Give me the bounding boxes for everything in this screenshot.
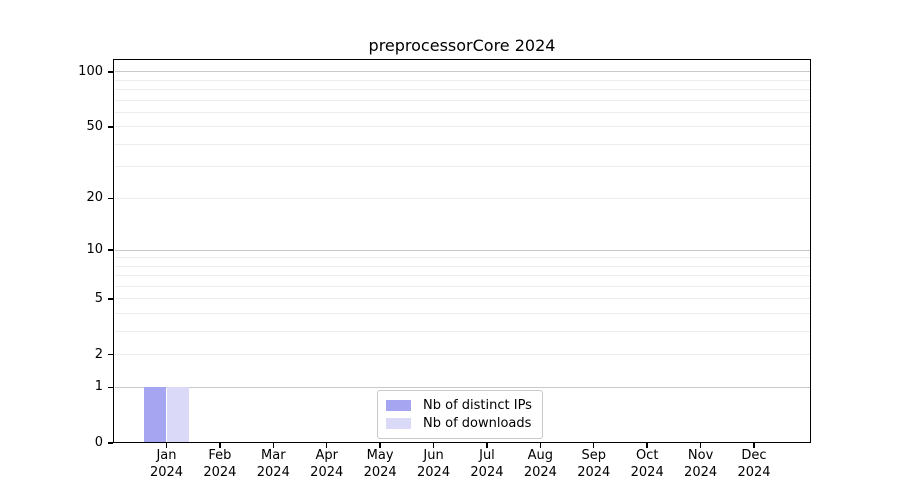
y-tick-mark	[108, 249, 113, 251]
x-tick-label: Dec 2024	[722, 448, 786, 481]
x-tick-mark	[593, 443, 595, 448]
x-tick-mark	[699, 443, 702, 448]
bar-nb-of-distinct-ips	[144, 387, 167, 442]
y-tick-label: 5	[94, 290, 103, 306]
y-tick-mark	[108, 71, 113, 73]
x-tick-year: 2024	[363, 464, 397, 480]
legend-swatch-nb-of-downloads	[386, 418, 411, 429]
y-tick-label: 50	[86, 118, 103, 134]
x-tick-year: 2024	[684, 464, 718, 480]
x-tick-mark	[432, 443, 435, 448]
x-tick-mark	[486, 443, 488, 448]
y-tick-label: 2	[94, 346, 103, 362]
y-tick-label: 1	[94, 379, 103, 395]
x-tick-mark	[379, 443, 381, 448]
gridline-minor	[115, 257, 810, 259]
gridline-minor	[115, 79, 810, 81]
y-tick-mark	[108, 353, 113, 356]
x-tick-year: 2024	[417, 464, 451, 480]
y-tick-label: 20	[86, 190, 103, 206]
x-tick-month: Dec	[741, 448, 767, 463]
gridline-minor	[115, 298, 810, 300]
gridline-minor	[115, 111, 810, 113]
x-tick-month: Apr	[315, 448, 338, 463]
x-tick-mark	[219, 443, 221, 448]
x-tick-year: 2024	[203, 464, 237, 480]
legend-swatch-nb-of-distinct-ips	[386, 400, 411, 411]
x-tick-month: Sep	[581, 448, 607, 463]
x-tick-month: Feb	[208, 448, 232, 463]
legend-row: Nb of distinct IPs	[386, 397, 532, 414]
x-tick-label: Jun 2024	[402, 448, 466, 481]
x-tick-month: Jan	[156, 448, 177, 463]
x-tick-label: Aug 2024	[508, 448, 572, 481]
x-tick-label: Feb 2024	[188, 448, 252, 481]
x-tick-month: Mar	[261, 448, 286, 463]
gridline-minor	[115, 286, 810, 288]
gridline-minor	[115, 275, 810, 277]
gridline-major	[115, 386, 810, 388]
y-tick-label: 100	[78, 63, 103, 79]
x-tick-mark	[326, 443, 328, 448]
x-tick-month: Jul	[479, 448, 495, 463]
y-tick-mark	[108, 126, 113, 128]
x-tick-mark	[165, 443, 168, 448]
x-tick-month: Nov	[687, 448, 714, 463]
y-tick-mark	[108, 386, 113, 388]
gridline-minor	[115, 265, 810, 267]
y-tick-mark	[108, 442, 113, 444]
x-tick-label: Oct 2024	[615, 448, 679, 481]
gridline-minor	[115, 143, 810, 145]
chart-title: preprocessorCore 2024	[368, 36, 556, 55]
gridline-minor	[115, 99, 810, 101]
x-tick-month: May	[366, 448, 394, 463]
plot-area-border	[113, 59, 811, 443]
x-tick-month: Oct	[635, 448, 659, 463]
x-tick-label: Sep 2024	[562, 448, 626, 481]
legend-label: Nb of distinct IPs	[423, 398, 532, 413]
x-tick-year: 2024	[149, 464, 184, 480]
x-tick-mark	[646, 443, 648, 448]
x-tick-year: 2024	[523, 464, 557, 480]
y-tick-label: 10	[86, 242, 103, 258]
x-tick-label: Apr 2024	[295, 448, 359, 481]
legend-row: Nb of downloads	[386, 415, 532, 432]
gridline-minor	[115, 331, 810, 333]
gridline-minor	[115, 89, 810, 91]
x-tick-label: Nov 2024	[669, 448, 733, 481]
bar-nb-of-downloads	[166, 387, 189, 442]
legend-label: Nb of downloads	[423, 416, 532, 431]
x-tick-year: 2024	[256, 464, 290, 480]
x-tick-year: 2024	[630, 464, 664, 480]
x-tick-label: May 2024	[348, 448, 412, 481]
x-tick-label: Jul 2024	[455, 448, 519, 481]
gridline-major	[115, 71, 810, 73]
y-tick-label: 0	[94, 435, 103, 450]
x-tick-label: Jan 2024	[135, 448, 199, 481]
gridline-minor	[115, 354, 810, 356]
gridline-minor	[115, 313, 810, 315]
x-tick-year: 2024	[737, 464, 771, 480]
x-tick-month: Jun	[423, 448, 444, 463]
y-tick-mark	[108, 298, 113, 300]
x-tick-year: 2024	[310, 464, 344, 480]
x-tick-label: Mar 2024	[241, 448, 305, 481]
x-tick-mark	[753, 443, 755, 448]
x-tick-mark	[539, 443, 542, 448]
x-tick-mark	[272, 443, 274, 448]
x-tick-year: 2024	[470, 464, 504, 480]
y-tick-mark	[108, 197, 113, 199]
gridline-major	[115, 249, 810, 251]
gridline-minor	[115, 166, 810, 168]
x-tick-year: 2024	[577, 464, 611, 480]
x-tick-month: Aug	[527, 448, 554, 463]
gridline-minor	[115, 197, 810, 199]
gridline-minor	[115, 126, 810, 128]
legend: Nb of distinct IPs Nb of downloads	[377, 390, 543, 439]
